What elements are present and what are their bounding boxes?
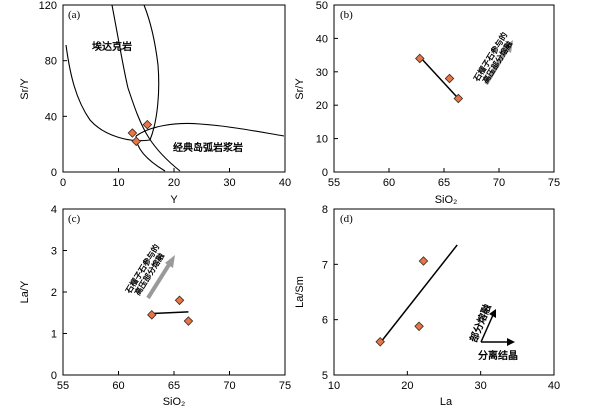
x-tick-label-d: 40 (548, 380, 560, 392)
plot-frame-c (62, 208, 286, 376)
arrow-b (484, 40, 513, 86)
y-tick-label-b: 40 (316, 33, 328, 45)
trend-line-b (419, 56, 459, 100)
y-tick-label-b: 20 (316, 100, 328, 112)
y-tick-label-b: 50 (316, 0, 328, 12)
y-tick-label-c: 2 (51, 287, 57, 299)
ylabel-a: Sr/Y (19, 78, 31, 100)
x-tick-label-b: 70 (493, 177, 505, 189)
panel-label-c: (c) (68, 213, 81, 225)
y-tick-label-b: 30 (316, 67, 328, 79)
x-tick-label-c: 60 (112, 380, 124, 392)
data-point-a-3 (142, 119, 153, 130)
plot-frame-d (333, 208, 555, 376)
adakite-field-boundary (111, 4, 181, 172)
x-tick-label-c: 65 (168, 380, 180, 392)
data-point-b-1 (415, 53, 425, 64)
data-point-d-2 (414, 321, 424, 332)
data-point-b-2 (444, 73, 455, 84)
field-label-adakite: 埃达克岩 (92, 40, 132, 53)
trend-line-c (149, 311, 189, 315)
y-tick-label-b: 0 (322, 167, 328, 179)
y-tick-label-a: 40 (45, 111, 57, 123)
x-tick-label-a: 20 (168, 177, 180, 189)
plot-frame-b (333, 4, 555, 173)
ylabel-c: La/Y (19, 280, 31, 303)
xlabel-a: Y (170, 194, 178, 206)
x-tick-label-c: 70 (223, 380, 235, 392)
data-point-d-3 (418, 256, 429, 266)
arrow-c-shaft (146, 261, 172, 300)
ylabel-b: Sr/Y (294, 78, 306, 100)
y-tick-label-d: 8 (322, 204, 328, 216)
data-point-c-3 (183, 316, 194, 326)
x-tick-label-b: 65 (438, 177, 450, 189)
data-point-a-1 (127, 128, 138, 138)
y-tick-label-a: 0 (51, 167, 57, 179)
y-tick-label-c: 4 (51, 204, 57, 216)
y-tick-label-c: 1 (51, 329, 57, 341)
adakite-field-outer (65, 4, 160, 142)
x-tick-label-b: 55 (328, 177, 340, 189)
horizontal-arrow-head (507, 338, 515, 346)
xlabel-c: SiO₂ (163, 396, 186, 408)
ylabel-d: La/Sm (294, 276, 306, 308)
data-point-d-1 (375, 337, 385, 347)
panel-c: (c) La/Y SiO₂ 石榴子石参与的 高压部分熔融 55 60 65 70 750… (19, 204, 291, 408)
y-tick-label-d: 5 (322, 370, 328, 382)
panel-a: (a) Sr/Y Y 埃达克岩 经典岛弧岩浆岩 0 10 20 30 40 0 40 80 12… (19, 0, 291, 206)
panel-b: (b) Sr/Y SiO₂ 石榴子石参与的 高压部分熔融 55 60 65 70 750… (294, 0, 560, 206)
arrow-c (146, 255, 175, 300)
y-tick-label-d: 6 (322, 315, 328, 327)
panel-label-b: (b) (340, 9, 353, 21)
data-point-c-1 (147, 310, 157, 320)
arrow-b-head (503, 40, 513, 53)
arrow-c-head (165, 255, 175, 268)
y-tick-label-d: 7 (322, 259, 328, 271)
horizontal-process-label: 分离结晶 (478, 349, 518, 362)
x-tick-label-a: 10 (112, 177, 124, 189)
y-tick-label-a: 120 (39, 0, 57, 12)
x-tick-label-d: 10 (328, 380, 340, 392)
xlabel-b: SiO₂ (435, 194, 458, 206)
y-tick-label-c: 0 (51, 370, 57, 382)
x-tick-label-d: 30 (475, 380, 487, 392)
process-arrows-d (480, 314, 509, 343)
x-tick-label-a: 0 (60, 177, 66, 189)
x-tick-label-b: 75 (548, 177, 560, 189)
x-tick-label-c: 75 (279, 380, 291, 392)
y-tick-label-a: 80 (45, 56, 57, 68)
panel-label-d: (d) (340, 213, 353, 225)
vertical-arrow-head (489, 309, 496, 318)
x-tick-label-a: 40 (279, 177, 291, 189)
arrow-b-shaft (484, 46, 510, 86)
vertical-arrow-shaft (480, 314, 494, 343)
x-tick-label-c: 55 (57, 380, 69, 392)
x-tick-label-d: 20 (401, 380, 413, 392)
panel-label-a: (a) (68, 9, 81, 21)
y-tick-label-c: 3 (51, 246, 57, 258)
data-point-c-2 (174, 295, 185, 306)
xlabel-d: La (440, 396, 453, 408)
x-tick-label-a: 30 (223, 177, 235, 189)
x-tick-label-b: 60 (383, 177, 395, 189)
field-label-arc: 经典岛弧岩浆岩 (173, 141, 243, 154)
trend-line-d (379, 244, 458, 344)
data-point-a-2 (131, 136, 142, 147)
y-tick-label-b: 10 (316, 134, 328, 146)
data-point-b-3 (453, 93, 464, 104)
